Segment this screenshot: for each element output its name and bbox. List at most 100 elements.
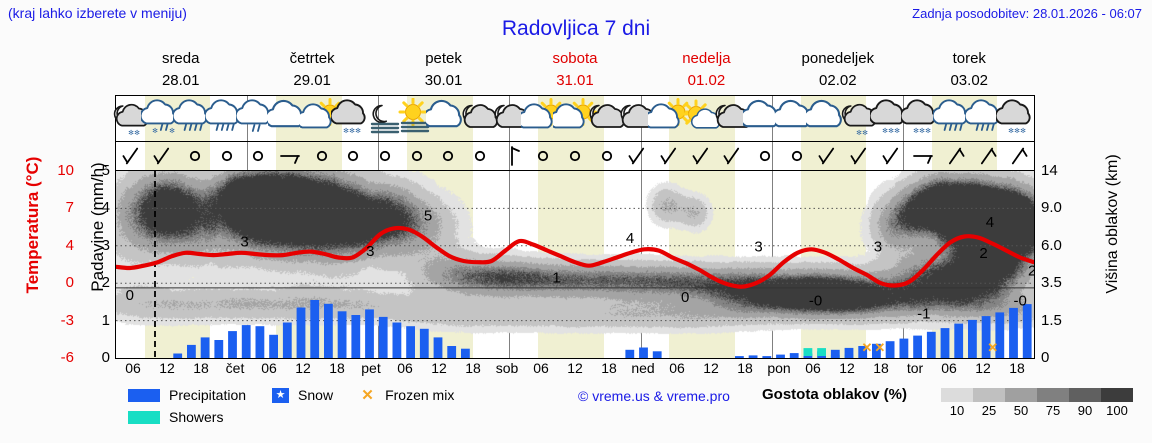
time-tick-16: 06 [669, 360, 685, 376]
precipitation-bar-tail-5 [748, 355, 758, 358]
time-tick-11: sob [495, 360, 519, 376]
precipitation-bar-tail-20 [954, 323, 964, 358]
precipitation-bar-20 [392, 322, 402, 358]
wind-barb-20 [749, 142, 781, 170]
day-header-5: ponedeljek 02.02 [772, 48, 903, 94]
day-header-3: sobota 31.01 [509, 48, 640, 94]
precipitation-bar-17 [351, 315, 361, 358]
temperature-value-label-8: -0 [809, 293, 822, 310]
time-tick-2: 18 [193, 360, 209, 376]
precipitation-bar-tail-21 [968, 319, 977, 358]
wind-barb-24 [876, 142, 908, 170]
precipitation-bar-24 [447, 346, 457, 358]
wind-barb-17 [654, 142, 686, 170]
day-name: nedelja [682, 50, 731, 67]
precipitation-bar-21 [406, 326, 415, 358]
showers-swatch [128, 410, 160, 424]
day-header-4: nedelja 01.02 [641, 48, 772, 94]
time-tick-23: tor [906, 360, 924, 376]
copyright-text[interactable]: © vreme.us & vreme.pro [578, 388, 730, 404]
precipitation-bar-9 [241, 325, 251, 358]
day-date: 28.01 [161, 71, 200, 89]
day-date: 31.01 [556, 71, 594, 89]
wind-barb-21 [781, 142, 813, 170]
time-tick-24: 06 [941, 360, 957, 376]
time-tick-15: ned [631, 360, 655, 376]
legend-showers-label: Showers [169, 409, 224, 425]
precipitation-bar-tail-14 [872, 343, 881, 358]
precipitation-bar-tail-23 [995, 312, 1005, 358]
location-hint: (kraj lahko izberete v meniju) [8, 5, 187, 21]
time-tick-25: 12 [975, 360, 991, 376]
precipitation-bar-tail-6 [762, 356, 772, 358]
day-date: 29.01 [293, 71, 331, 89]
temperature-tick-3: 0 [65, 274, 74, 292]
legend-snow-label: Snow [298, 387, 334, 403]
legend-frozen-mix-label: Frozen mix [385, 387, 455, 403]
day-name: torek [952, 50, 986, 67]
time-tick-10: 18 [465, 360, 481, 376]
precipitation-bar-tail-16 [899, 338, 909, 358]
temperature-tick-2: 4 [65, 236, 74, 254]
precipitation-bar-tail-22 [981, 316, 991, 358]
precipitation-bar-37 [625, 349, 635, 358]
cloud-density-layer [116, 171, 1034, 358]
precipitation-bar-tail-11 [830, 349, 840, 358]
cloud-height-tick-3: 3.5 [1041, 274, 1062, 292]
frozen-mix-marker-0: ✕ [861, 340, 872, 355]
time-tick-17: 12 [703, 360, 719, 376]
wind-barb-2 [179, 142, 211, 170]
wind-barb-7 [338, 142, 370, 170]
precipitation-bar-tail-17 [913, 335, 922, 358]
wind-barb-18 [686, 142, 718, 170]
icon-row-divider [116, 141, 1034, 142]
day-header-1: četrtek 29.01 [246, 48, 377, 94]
temperature-value-label-0: 0 [126, 287, 134, 304]
time-tick-26: 18 [1009, 360, 1025, 376]
cloud-density-tick-25: 25 [981, 403, 997, 418]
precipitation-bar-8 [228, 331, 237, 358]
wind-barb-19 [717, 142, 749, 170]
wind-barb-25 [907, 142, 939, 170]
day-name: ponedeljek [801, 50, 875, 67]
day-header-0: sreda 28.01 [115, 48, 246, 94]
cloud-density-swatch-100 [1101, 388, 1133, 402]
frozen-mix-marker-1: ✕ [874, 340, 885, 355]
precipitation-bar-12 [282, 322, 292, 358]
precipitation-bar-tail-13 [858, 346, 868, 358]
cloud-density-colorbar-ticks: 10 25 50 75 90 100 [941, 403, 1133, 418]
time-tick-22: 18 [873, 360, 889, 376]
temperature-value-label-10: -1 [917, 306, 930, 323]
precipitation-bar-18 [365, 309, 374, 358]
legend-snow: ★ Snow [272, 387, 333, 403]
time-tick-7: pet [361, 360, 381, 376]
cloud-density-tick-10: 10 [949, 403, 965, 418]
cloud-density-tick-75: 75 [1045, 403, 1061, 418]
precipitation-bar-tail-15 [885, 341, 895, 358]
precipitation-bar-38 [639, 347, 648, 358]
precipitation-bar-tail-18 [926, 331, 936, 358]
wind-barb-12 [496, 142, 528, 170]
temperature-value-label-2: 3 [366, 243, 374, 260]
cloud-height-axis-title: Višina oblakov (km) [1104, 154, 1121, 294]
precipitation-bar-tail-19 [940, 328, 950, 358]
legend-precipitation: Precipitation [128, 387, 246, 403]
temperature-value-label-extra-0: 4 [986, 214, 994, 231]
time-tick-6: 18 [329, 360, 345, 376]
wind-barb-27 [971, 142, 1003, 170]
cloud-density-tick-90: 90 [1077, 403, 1093, 418]
snow-icon: ★ [272, 387, 290, 403]
time-tick-0: 06 [125, 360, 141, 376]
precipitation-bar-5 [187, 344, 196, 358]
temperature-value-label-11: 2 [979, 245, 987, 262]
precipitation-tick-1: 4 [101, 199, 110, 217]
wind-barb-14 [559, 142, 591, 170]
day-date: 03.02 [950, 71, 989, 89]
cloud-density-swatch-50 [1005, 388, 1037, 402]
precipitation-bar-16 [337, 311, 347, 358]
temperature-tick-4: -3 [60, 311, 74, 329]
showers-bar-late-1 [817, 348, 826, 356]
precipitation-bar-4 [173, 353, 183, 358]
frozen-mix-icon: ✕ [361, 386, 374, 404]
